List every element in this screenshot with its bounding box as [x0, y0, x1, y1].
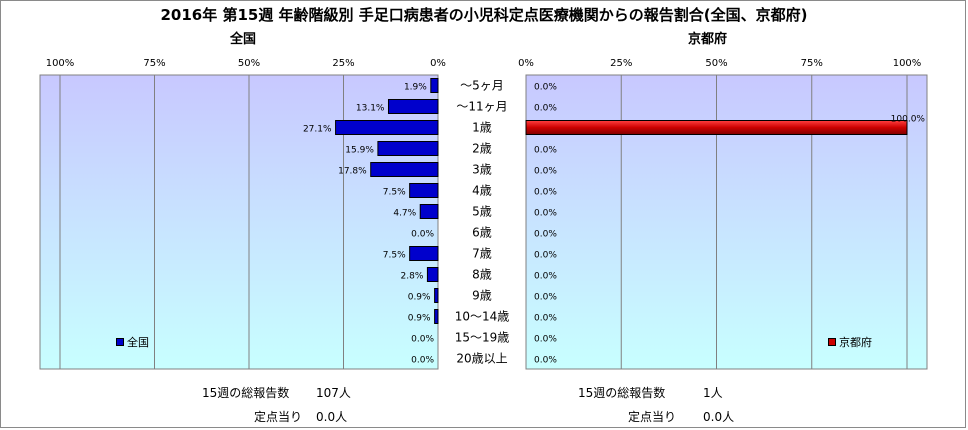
category-label: 8歳	[472, 268, 492, 282]
national-bar	[409, 246, 439, 261]
kyoto-data-label: 0.0%	[534, 251, 557, 261]
category-label: 3歳	[472, 163, 492, 177]
national-bar	[434, 288, 439, 303]
kyoto-data-label: 0.0%	[534, 272, 557, 282]
kyoto-data-label: 0.0%	[534, 356, 557, 366]
category-label: 20歳以上	[456, 352, 507, 366]
kyoto-data-label: 0.0%	[534, 209, 557, 219]
national-data-label: 0.9%	[408, 293, 431, 303]
category-label: ～5ヶ月	[460, 79, 504, 93]
kyoto-legend-swatch	[828, 338, 836, 346]
kyoto-legend: 京都府	[828, 334, 872, 350]
national-data-label: 0.0%	[411, 335, 434, 345]
national-data-label: 2.8%	[401, 272, 424, 282]
national-data-label: 4.7%	[393, 209, 416, 219]
national-panel-title: 全国	[230, 32, 257, 47]
national-data-label: 15.9%	[345, 146, 374, 156]
category-label: ～11ヶ月	[456, 100, 507, 114]
national-data-label: 7.5%	[383, 188, 406, 198]
kyoto-tick-label: 100%	[893, 58, 922, 69]
national-data-label: 17.8%	[338, 167, 367, 177]
national-per-site-label: 定点当り	[254, 410, 303, 424]
national-data-label: 27.1%	[303, 125, 332, 135]
national-legend: 全国	[116, 334, 149, 350]
category-label: 9歳	[472, 289, 492, 303]
national-legend-swatch	[116, 338, 124, 346]
national-bar	[430, 78, 439, 93]
national-data-label: 1.9%	[404, 83, 427, 93]
national-reports-value: 107人	[316, 386, 351, 400]
national-bar	[387, 99, 439, 114]
kyoto-panel-title: 京都府	[688, 32, 728, 47]
national-bar	[370, 162, 439, 177]
kyoto-data-label: 100.0%	[891, 115, 926, 125]
national-per-site-value: 0.0人	[316, 410, 348, 424]
national-data-label: 13.1%	[356, 104, 385, 114]
kyoto-data-label: 0.0%	[534, 167, 557, 177]
national-bar	[335, 120, 439, 135]
category-label: 4歳	[472, 184, 492, 198]
national-bar	[434, 309, 439, 324]
kyoto-tick-label: 75%	[801, 58, 823, 69]
national-bar	[426, 267, 439, 282]
kyoto-plot-area	[525, 74, 928, 370]
category-label: 15～19歳	[455, 331, 510, 345]
kyoto-reports-value: 1人	[703, 386, 723, 400]
national-tick-label: 25%	[332, 58, 354, 69]
kyoto-data-label: 0.0%	[534, 104, 557, 114]
kyoto-data-label: 0.0%	[534, 314, 557, 324]
category-label: 10～14歳	[455, 310, 510, 324]
kyoto-tick-label: 0%	[518, 58, 534, 69]
kyoto-data-label: 0.0%	[534, 335, 557, 345]
kyoto-data-label: 0.0%	[534, 83, 557, 93]
kyoto-data-label: 0.0%	[534, 293, 557, 303]
kyoto-per-site-label: 定点当り	[628, 410, 677, 424]
kyoto-tick-label: 25%	[610, 58, 632, 69]
kyoto-per-site-value: 0.0人	[703, 410, 735, 424]
category-label: 6歳	[472, 226, 492, 240]
kyoto-data-label: 0.0%	[534, 230, 557, 240]
category-label: 5歳	[472, 205, 492, 219]
national-legend-label: 全国	[127, 336, 149, 349]
national-data-label: 7.5%	[383, 251, 406, 261]
category-label: 1歳	[472, 121, 492, 135]
kyoto-legend-label: 京都府	[839, 336, 872, 349]
national-data-label: 0.0%	[411, 230, 434, 240]
category-label: 7歳	[472, 247, 492, 261]
national-reports-label: 15週の総報告数	[202, 386, 290, 400]
kyoto-data-label: 0.0%	[534, 146, 557, 156]
kyoto-data-label: 0.0%	[534, 188, 557, 198]
national-data-label: 0.0%	[411, 356, 434, 366]
kyoto-bar	[525, 120, 908, 135]
kyoto-tick-label: 50%	[705, 58, 727, 69]
national-plot-area	[39, 74, 439, 370]
national-tick-label: 0%	[430, 58, 446, 69]
national-tick-label: 75%	[143, 58, 165, 69]
national-bar	[377, 141, 439, 156]
national-bar	[419, 204, 439, 219]
national-tick-label: 100%	[46, 58, 75, 69]
kyoto-reports-label: 15週の総報告数	[578, 386, 666, 400]
national-tick-label: 50%	[238, 58, 260, 69]
category-label: 2歳	[472, 142, 492, 156]
chart-title: 2016年 第15週 年齢階級別 手足口病患者の小児科定点医療機関からの報告割合…	[160, 6, 808, 24]
national-data-label: 0.9%	[408, 314, 431, 324]
national-bar	[409, 183, 439, 198]
